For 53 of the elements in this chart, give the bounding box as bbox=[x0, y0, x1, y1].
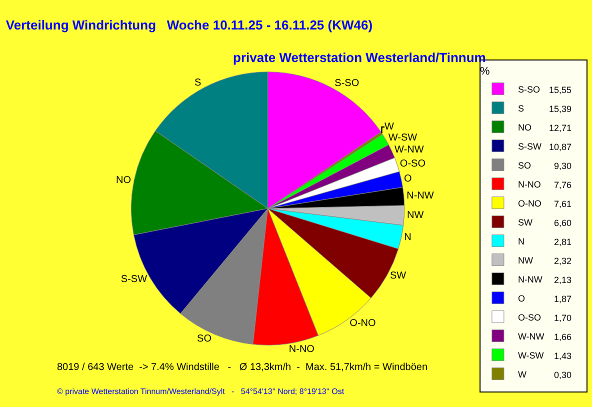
slice-label: S-SO bbox=[334, 78, 360, 90]
legend-label: N-NO bbox=[518, 179, 541, 190]
data-label: 15,39 bbox=[549, 104, 572, 114]
text: 8019 / 643 Werte -> 7.4% Windstille - Ø 13,3km/h - Max. 51,7km/h = Windböen bbox=[57, 362, 428, 373]
slice-label: SO bbox=[197, 333, 212, 344]
slice-label: N-NW bbox=[406, 190, 434, 202]
data-label: 2,32 bbox=[554, 256, 572, 266]
slice-label: O bbox=[404, 174, 412, 185]
data-label: 12,71 bbox=[549, 123, 572, 133]
slice-label: O-NO bbox=[350, 318, 376, 330]
legend-label: NW bbox=[518, 255, 534, 266]
data-label: 2,13 bbox=[554, 275, 572, 285]
data-label: 10,87 bbox=[549, 142, 572, 152]
slice-label: S bbox=[194, 78, 202, 89]
data-label: 6,60 bbox=[554, 218, 572, 228]
slice-label: W-NW bbox=[394, 144, 424, 156]
legend-label: N bbox=[518, 236, 524, 246]
legend-label: W-SW bbox=[518, 350, 544, 360]
data-label: 2,81 bbox=[554, 237, 572, 247]
legend-label: O-SO bbox=[518, 312, 541, 322]
data-label: 1,66 bbox=[554, 332, 572, 342]
slice-label: NO bbox=[116, 175, 132, 186]
data-label: 7,76 bbox=[554, 180, 572, 190]
data-label: 1,70 bbox=[554, 313, 572, 323]
legend-label: N-NW bbox=[518, 274, 543, 284]
legend-label: SO bbox=[518, 160, 531, 170]
text: © private Wetterstation Tinnum/Westerland/Sylt - 54°54'13'' Nord; 8°19'13'' Ost bbox=[57, 387, 345, 396]
chart-subtitle: private Wetterstation Westerland/Tinnum bbox=[233, 50, 486, 65]
legend-label: S-SW bbox=[518, 141, 542, 152]
legend-label: NO bbox=[518, 122, 532, 132]
legend-label: W-NW bbox=[518, 331, 545, 342]
slice-label: W bbox=[384, 122, 394, 133]
slice-label: O-SO bbox=[400, 158, 426, 170]
slice-label: NW bbox=[407, 210, 424, 221]
slice-label: SW bbox=[390, 270, 407, 282]
slice-label: S-SW bbox=[120, 274, 148, 286]
chart-title: Verteilung Windrichtung Woche 10.11.25 - 16.11.25 (KW46) bbox=[6, 17, 373, 32]
data-label: 1,43 bbox=[554, 351, 572, 361]
data-label: 1,87 bbox=[554, 294, 572, 304]
data-label: 15,55 bbox=[549, 85, 572, 95]
legend-label: W bbox=[518, 369, 527, 380]
slice-label: N bbox=[404, 232, 412, 243]
slice-label: N-NO bbox=[288, 344, 315, 355]
slice-label: W-SW bbox=[388, 132, 418, 144]
legend-label: O bbox=[518, 293, 525, 304]
legend-label: S-SO bbox=[518, 84, 540, 94]
legend-label: O-NO bbox=[518, 198, 542, 208]
legend-label: S bbox=[518, 103, 524, 114]
legend-title: % bbox=[480, 65, 490, 78]
legend-label: SW bbox=[518, 217, 533, 228]
data-label: 9,30 bbox=[554, 161, 572, 171]
data-label: 0,30 bbox=[554, 370, 572, 380]
data-label: 7,61 bbox=[554, 199, 572, 209]
